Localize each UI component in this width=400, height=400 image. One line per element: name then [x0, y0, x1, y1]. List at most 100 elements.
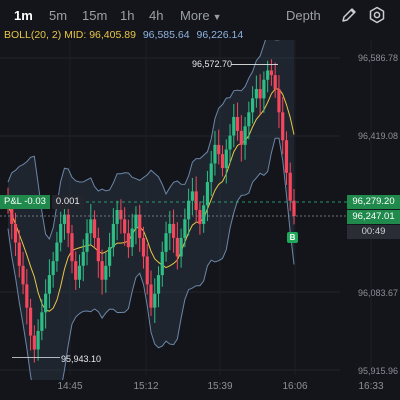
candle-body: [108, 247, 112, 266]
x-axis-label: 15:12: [133, 381, 159, 392]
candle-body: [202, 205, 206, 224]
timeframe-15m[interactable]: 15m: [82, 8, 108, 23]
candle-body: [273, 75, 277, 90]
candle-body: [168, 223, 172, 234]
timeframe-4h[interactable]: 4h: [149, 8, 164, 23]
candle-body: [205, 182, 210, 206]
candle-body: [281, 112, 285, 141]
low-price-callout: 95,943.10: [61, 354, 102, 364]
candle-body: [183, 219, 187, 238]
timeframe-1h[interactable]: 1h: [120, 8, 135, 23]
candle-body: [171, 223, 176, 238]
candle-body: [243, 126, 247, 145]
candle-body: [104, 265, 108, 280]
candle-body: [44, 293, 48, 313]
price-tag-current: 96,247.01: [347, 210, 400, 224]
more-label: More: [180, 8, 210, 23]
candle-body: [179, 237, 183, 257]
candle-body: [138, 214, 142, 238]
pnl-label: P&L -0.03: [0, 195, 50, 209]
candle-body: [126, 233, 131, 248]
candle-body: [164, 233, 168, 252]
chart-toolbar: 1m 5m 15m 1h 4h More ▼ Depth: [0, 0, 400, 32]
boll-mid: MID: 96,405.89: [64, 29, 136, 41]
candle-body: [62, 214, 67, 224]
timeframe-5m[interactable]: 5m: [49, 8, 68, 23]
candle-body: [284, 140, 289, 173]
candle-body: [74, 261, 78, 280]
y-axis-label: 96,083.67: [357, 288, 398, 298]
candle-body: [266, 70, 270, 80]
candle-body: [228, 135, 232, 150]
candle-body: [36, 330, 40, 350]
candle-body: [111, 223, 115, 248]
candle-body: [92, 219, 97, 238]
candle-body: [187, 200, 191, 220]
candle-body: [220, 154, 225, 169]
timeframe-1m[interactable]: 1m: [14, 8, 33, 23]
boll-indicator-legend: BOLL(20, 2) MID: 96,405.89 96,585.64 96,…: [4, 29, 243, 41]
candle-body: [288, 172, 292, 201]
candle-body: [277, 89, 281, 113]
bollinger-upper-line: [7, 40, 280, 240]
candle-body: [55, 242, 59, 262]
bollinger-lower-line: [7, 137, 295, 380]
candle-body: [47, 275, 51, 294]
candle-body: [190, 191, 194, 201]
bollinger-band-area: [8, 40, 294, 380]
depth-tab[interactable]: Depth: [286, 8, 321, 23]
candle-body: [156, 275, 161, 294]
candle-body: [239, 130, 243, 145]
y-axis-label: 95,915.96: [357, 366, 398, 376]
pencil-icon[interactable]: [340, 6, 358, 24]
candle-body: [134, 214, 138, 229]
candle-body: [209, 163, 213, 183]
candle-body: [251, 98, 255, 113]
y-axis-label: 96,586.78: [357, 53, 398, 63]
price-tag-upper: 96,279.20: [347, 195, 400, 209]
candle-body: [175, 237, 179, 257]
pnl-position-line[interactable]: P&L -0.03 0.001: [0, 195, 84, 209]
candle-body: [224, 149, 228, 169]
candle-body: [145, 256, 149, 285]
candle-body: [81, 251, 85, 266]
candle-body: [213, 144, 217, 164]
candle-body: [217, 144, 221, 155]
candle-body: [115, 209, 119, 224]
candle-body: [40, 312, 44, 331]
boll-name: BOLL(20, 2): [4, 29, 62, 41]
candle-body: [160, 251, 164, 276]
candle-body: [119, 209, 123, 220]
candle-body: [258, 89, 262, 99]
candle-body: [232, 116, 236, 136]
candle-body: [21, 265, 25, 285]
candle-body: [123, 219, 127, 234]
x-axis-label: 16:33: [358, 381, 384, 392]
candle-body: [198, 209, 202, 224]
high-price-callout: 96,572.70: [192, 59, 233, 69]
candle-body: [141, 237, 146, 257]
candle-body: [247, 112, 251, 127]
candle-body: [153, 293, 157, 308]
candle-countdown: 00:49: [347, 225, 400, 239]
caret-down-icon: ▼: [212, 12, 222, 22]
y-axis-label: 96,419.08: [357, 131, 398, 141]
candle-body: [59, 223, 63, 243]
candle-body: [10, 205, 14, 224]
candle-body: [13, 223, 18, 243]
settings-icon[interactable]: [368, 6, 386, 24]
price-chart[interactable]: [0, 40, 400, 380]
candle-body: [28, 307, 33, 336]
candle-body: [85, 233, 89, 252]
candle-body: [17, 242, 21, 266]
x-axis-label: 16:06: [282, 381, 308, 392]
candle-body: [262, 79, 266, 99]
candle-body: [89, 219, 93, 234]
buy-marker[interactable]: B: [287, 232, 298, 243]
candle-body: [235, 116, 240, 131]
candle-body: [269, 70, 274, 76]
candle-body: [25, 284, 29, 308]
candle-body: [70, 233, 74, 262]
candle-body: [254, 89, 258, 99]
more-timeframes-button[interactable]: More ▼: [180, 8, 222, 23]
